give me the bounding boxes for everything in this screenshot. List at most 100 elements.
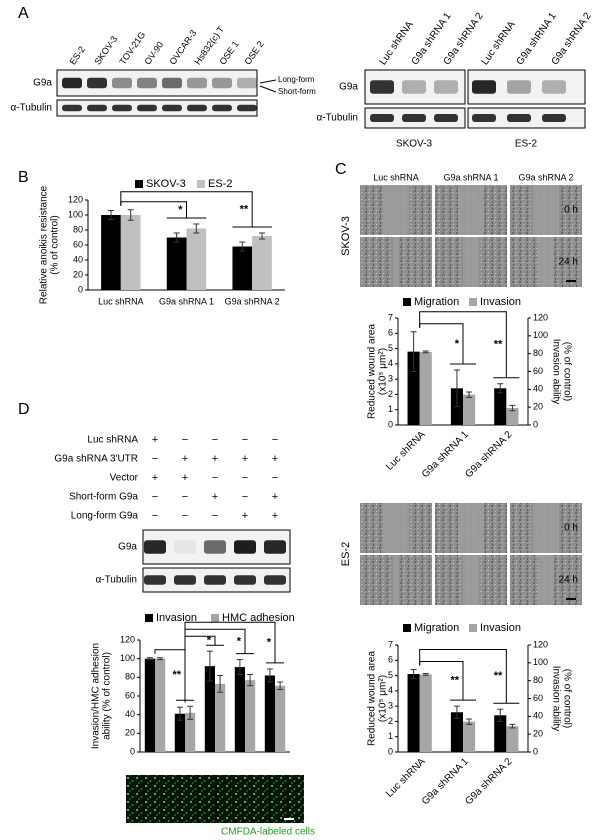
blot-band [144, 540, 166, 554]
bar [155, 658, 166, 752]
bar [252, 236, 272, 290]
x-tick-label: G9a shRNA 2 [463, 429, 514, 480]
bar [245, 680, 256, 752]
bar [264, 675, 275, 752]
blot-band [62, 104, 82, 112]
row-label: 24 h [559, 257, 578, 268]
y2-axis-label: Invasion ability [550, 666, 561, 732]
lane-label: OSE 2 [242, 39, 265, 66]
significance-label: * [207, 635, 212, 647]
blot-band [402, 80, 426, 94]
bar [494, 715, 507, 752]
y2-axis-label: (% of control) [561, 669, 572, 728]
bar [215, 683, 226, 752]
y-tick-label: 0 [388, 419, 393, 429]
y-tick-label: 5 [388, 670, 393, 680]
y2-tick-label: 100 [533, 330, 548, 340]
blot-band [264, 575, 286, 585]
blot-band [174, 575, 196, 585]
significance-bracket [419, 311, 520, 379]
treatment-mark: − [212, 510, 218, 522]
y-tick-label: 60 [125, 690, 135, 700]
y-tick-label: 80 [73, 224, 83, 234]
y-tick-label: 20 [73, 269, 83, 279]
arrow [259, 85, 277, 93]
row-label: G9a [339, 82, 358, 93]
row-label: 0 h [564, 523, 578, 534]
wound-gap [393, 555, 399, 605]
blot-band [472, 114, 496, 122]
y-tick-label: 100 [120, 653, 135, 663]
treatment-mark: + [272, 491, 278, 503]
y-tick-label: 40 [73, 254, 83, 264]
blot-band [507, 80, 531, 94]
y2-tick-label: 60 [533, 693, 543, 703]
treatment-mark: + [212, 453, 218, 465]
wound-gap [458, 185, 484, 235]
treatment-mark: + [182, 472, 188, 484]
significance-label: ** [172, 669, 181, 681]
lane-label: OSE 1 [217, 39, 240, 66]
y-tick-label: 6 [388, 655, 393, 665]
blot-band [212, 104, 232, 112]
legend-label: ES-2 [208, 178, 232, 190]
y2-tick-label: 0 [533, 746, 538, 756]
treatment-mark: + [152, 472, 158, 484]
significance-bracket [120, 191, 272, 228]
treatment-mark: − [212, 434, 218, 446]
bar [450, 712, 463, 752]
x-tick-label: Luc shRNA [98, 296, 144, 306]
blot-band [472, 80, 496, 94]
blot-band [87, 104, 107, 112]
significance-label: * [267, 636, 272, 648]
panel-label: B [18, 169, 29, 186]
y2-tick-label: 20 [533, 729, 543, 739]
significance-label: * [455, 338, 460, 350]
legend-swatch [197, 180, 205, 188]
y2-tick-label: 80 [533, 675, 543, 685]
y2-tick-label: 120 [533, 639, 548, 649]
bar [494, 388, 507, 425]
blot-band [137, 104, 157, 112]
y-tick-label: 4 [388, 358, 393, 368]
cell-line-label: ES-2 [340, 542, 352, 566]
legend-swatch [469, 298, 477, 306]
treatment-label: Vector [110, 473, 139, 484]
treatment-label: G9a shRNA 3'UTR [54, 454, 138, 465]
y-tick-label: 120 [68, 194, 83, 204]
y-tick-label: 20 [125, 728, 135, 738]
treatment-mark: + [242, 510, 248, 522]
y-tick-label: 2 [388, 716, 393, 726]
treatment-mark: − [212, 472, 218, 484]
group-label: SKOV-3 [396, 139, 433, 150]
y2-tick-label: 120 [533, 312, 548, 322]
treatment-mark: + [242, 453, 248, 465]
row-label: α-Tubulin [95, 575, 137, 586]
y-axis-label: (x10⁵ μm²) [378, 675, 389, 722]
blot-band [204, 540, 226, 554]
blot-band [204, 575, 226, 585]
y-axis-label: Reduced wound area [367, 324, 378, 420]
wound-gap [533, 503, 559, 553]
cell-image [246, 775, 304, 823]
treatment-mark: − [182, 491, 188, 503]
treatment-mark: + [152, 434, 158, 446]
significance-label: ** [450, 675, 459, 687]
legend-label: Invasion [156, 612, 197, 624]
treatment-mark: − [242, 491, 248, 503]
column-label: G9a shRNA 2 [518, 172, 573, 182]
treatment-mark: − [272, 434, 278, 446]
legend-label: Migration [414, 622, 459, 634]
treatment-mark: + [272, 510, 278, 522]
y-tick-label: 80 [125, 672, 135, 682]
treatment-mark: − [182, 434, 188, 446]
blot-band [370, 80, 394, 94]
cell-line-label: SKOV-3 [340, 216, 352, 256]
panel-label: C [335, 161, 347, 178]
y2-tick-label: 20 [533, 402, 543, 412]
wound-gap [383, 185, 409, 235]
y-tick-label: 100 [68, 209, 83, 219]
wound-gap [538, 237, 554, 287]
blot-band [112, 104, 132, 112]
x-tick-label: G9a shRNA 2 [463, 756, 514, 807]
